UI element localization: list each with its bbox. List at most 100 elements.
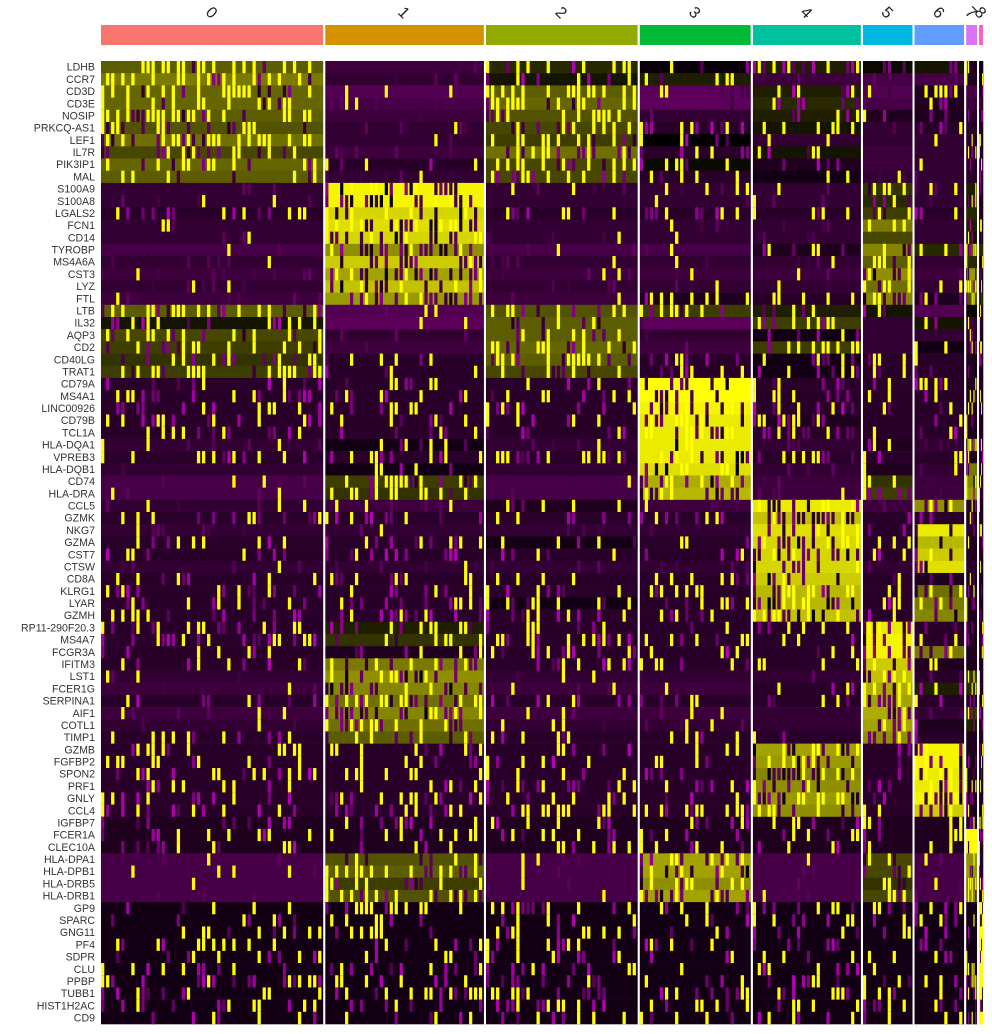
cell-strip [141,597,145,610]
heatmap-cell-CLU-0 [101,963,324,976]
cell-strip [374,889,379,903]
cell-strip [695,585,699,598]
cell-strip [335,694,339,708]
cell-strip [934,853,938,866]
cell-strip [602,658,606,671]
cell-strip [695,512,699,525]
cell-strip [571,85,576,98]
cell-strip [973,670,975,683]
cell-strip [680,963,684,976]
cell-strip [212,902,216,915]
cell-strip [851,365,855,379]
cell-strip [867,390,872,403]
cell-strip [202,402,206,415]
cell-strip [967,316,970,330]
cell-strip [892,950,896,964]
cell-strip [121,170,125,184]
cell-strip [944,121,948,135]
cell-strip [690,438,694,452]
cell-strip [379,524,383,537]
cell-strip [597,316,601,330]
cell-strip [136,365,140,379]
cell-strip [232,61,236,74]
heatmap-cell-AQP3-2 [485,329,638,342]
cell-strip [171,353,175,367]
cell-strip [354,902,359,915]
cell-strip [161,97,165,111]
heatmap-cell-COTL1-6 [914,719,965,732]
cell-strip [811,975,815,988]
cell-strip [556,804,561,818]
cell-strip [516,73,520,86]
cell-strip [944,377,948,391]
gene-label-S100A8: S100A8 [57,196,95,208]
cell-strip [454,219,458,232]
cell-strip [454,280,458,293]
cell-strip [914,353,918,367]
cell-strip [303,475,307,488]
cell-strip [979,853,980,866]
cell-strip [384,548,388,562]
cell-strip [924,621,928,635]
cell-strip [954,463,958,476]
heatmap-cell-LEF1-1 [325,134,485,147]
cell-strip [379,451,383,464]
cell-strip [924,755,928,769]
cell-strip [207,975,211,988]
cell-strip [862,658,867,671]
cell-strip [141,109,145,123]
heatmap-cell-CLEC10A-8 [979,841,984,854]
cell-strip [862,816,867,830]
cell-strip [409,816,413,830]
cell-strip [902,170,906,184]
cell-strip [966,828,968,842]
cell-strip [929,902,933,915]
heatmap-cell-IL32-3 [639,316,752,330]
cell-strip [511,170,515,184]
cell-strip [404,646,408,659]
cell-strip [521,987,525,1000]
cell-strip [685,828,689,842]
cell-strip [478,792,483,805]
cell-strip [469,792,473,805]
cell-strip [735,828,739,842]
cell-strip [966,61,968,74]
cell-strip [627,73,631,86]
cell-strip [973,975,975,988]
cell-strip [469,256,473,269]
cell-strip [740,719,744,732]
cell-strip [156,109,160,123]
cell-strip [612,390,616,403]
cell-strip [897,865,901,879]
cell-strip [612,134,616,147]
heatmap-cell-CCL5-1 [325,499,485,513]
cell-strip [196,85,201,98]
cell-strip [429,231,433,245]
gene-label-HLA-DQA1: HLA-DQA1 [42,440,95,452]
cell-strip [836,987,840,1000]
cell-strip [967,402,970,415]
cell-strip [831,256,835,269]
cell-strip [424,487,428,501]
cell-strip [121,609,125,623]
cell-strip [851,85,855,98]
cell-strip [982,902,983,915]
cell-strip [772,768,776,781]
cell-strip [287,975,292,988]
heatmap-cell-HLA-DPA1-7 [966,853,978,866]
cell-strip [242,280,246,293]
cell-strip [561,743,566,757]
cell-strip [439,987,443,1000]
cell-strip [705,512,709,525]
cell-strip [252,902,256,915]
cell-strip [939,85,943,98]
cell-strip [501,731,505,744]
cell-strip [592,146,596,159]
cell-strip [330,268,334,281]
cell-strip [639,1011,643,1025]
cell-strip [232,780,236,793]
heatmap-cell-PF4-4 [752,938,862,952]
cell-strip [831,841,835,854]
cell-strip [313,353,317,367]
cell-strip [384,304,388,318]
